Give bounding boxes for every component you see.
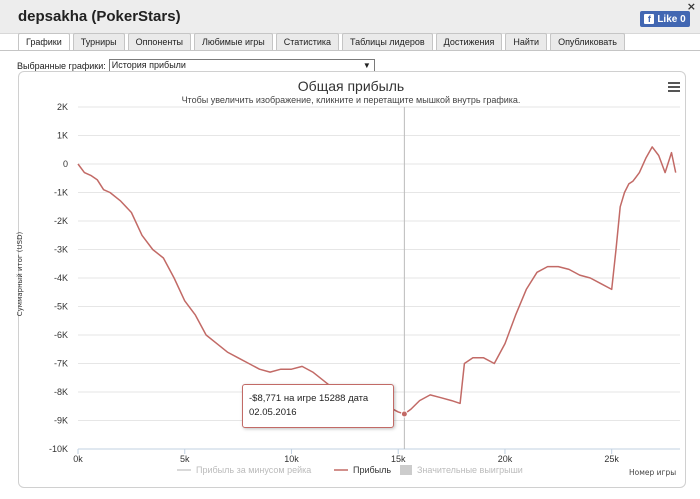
legend-item-big-wins[interactable]: Значительные выигрыши xyxy=(400,465,523,475)
tooltip-line-1: -$8,771 на игре 15288 дата xyxy=(249,393,369,404)
x-tick-label: 20k xyxy=(498,454,513,464)
legend-square-gray xyxy=(400,465,412,475)
tab-statistics[interactable]: Статистика xyxy=(275,33,340,50)
x-tick-label: 15k xyxy=(391,454,406,464)
x-tick-label: 5k xyxy=(180,454,190,464)
close-icon[interactable]: × xyxy=(686,0,696,13)
graph-select-row: Выбранные графики: История прибыли ▼ xyxy=(17,59,375,72)
legend-line-profit xyxy=(334,469,348,471)
like-label: Like 0 xyxy=(657,13,686,25)
tab-leaderboards[interactable]: Таблицы лидеров xyxy=(342,33,433,50)
dropdown-arrow-icon: ▼ xyxy=(362,61,371,70)
y-tick-label: -4K xyxy=(54,273,68,283)
y-tick-label: -1K xyxy=(54,188,68,198)
tab-favorite-games[interactable]: Любимые игры xyxy=(193,33,273,50)
y-tick-label: -7K xyxy=(54,359,68,369)
facebook-like-button[interactable]: f Like 0 xyxy=(640,11,690,27)
legend-line-gray xyxy=(177,469,191,471)
y-tick-label: -10K xyxy=(49,444,68,454)
y-tick-label: 2K xyxy=(57,102,68,112)
y-tick-label: -6K xyxy=(54,330,68,340)
chart-menu-icon[interactable] xyxy=(668,82,680,92)
graph-select-label: Выбранные графики: xyxy=(17,60,106,71)
y-tick-label: -2K xyxy=(54,216,68,226)
legend-item-net-profit[interactable]: Прибыль за минусом рейка xyxy=(177,465,311,475)
tab-tournaments[interactable]: Турниры xyxy=(72,33,125,50)
window-titlebar: depsakha (PokerStars) × f Like 0 xyxy=(0,0,700,34)
legend-label: Значительные выигрыши xyxy=(417,465,523,475)
y-axis-title: Суммарный итог (USD) xyxy=(16,231,24,317)
legend-label: Прибыль xyxy=(353,465,392,475)
x-axis-title: Номер игры xyxy=(629,468,677,477)
tab-bar: Графики Турниры Оппоненты Любимые игры С… xyxy=(18,33,625,51)
hover-point-marker xyxy=(400,410,408,418)
y-tick-label: -3K xyxy=(54,245,68,255)
y-tick-label: -5K xyxy=(54,302,68,312)
tab-divider xyxy=(0,50,700,51)
chart-tooltip: -$8,771 на игре 15288 дата 02.05.2016 xyxy=(242,384,394,428)
tab-publish[interactable]: Опубликовать xyxy=(550,33,625,50)
tab-graphs[interactable]: Графики xyxy=(18,33,70,51)
tooltip-line-2: 02.05.2016 xyxy=(249,407,297,418)
legend-item-profit[interactable]: Прибыль xyxy=(334,465,391,475)
facebook-icon: f xyxy=(644,14,655,24)
profit-series-line xyxy=(77,146,677,415)
x-tick-label: 0k xyxy=(73,454,83,464)
y-tick-label: -9K xyxy=(54,416,68,426)
tab-find[interactable]: Найти xyxy=(505,33,548,50)
tab-achievements[interactable]: Достижения xyxy=(435,33,503,50)
chart-subtitle: Чтобы увеличить изображение, кликните и … xyxy=(181,95,521,105)
x-tick-label: 10k xyxy=(284,454,299,464)
y-tick-label: 0 xyxy=(63,159,68,169)
y-tick-label: -8K xyxy=(54,387,68,397)
graph-select-value: История прибыли xyxy=(111,60,186,70)
legend-label: Прибыль за минусом рейка xyxy=(196,465,312,475)
chart-title: Общая прибыль xyxy=(297,78,405,94)
window-title: depsakha (PokerStars) xyxy=(18,8,181,25)
y-tick-label: 1K xyxy=(57,131,68,141)
x-tick-label: 25k xyxy=(604,454,619,464)
tab-opponents[interactable]: Оппоненты xyxy=(127,33,191,50)
